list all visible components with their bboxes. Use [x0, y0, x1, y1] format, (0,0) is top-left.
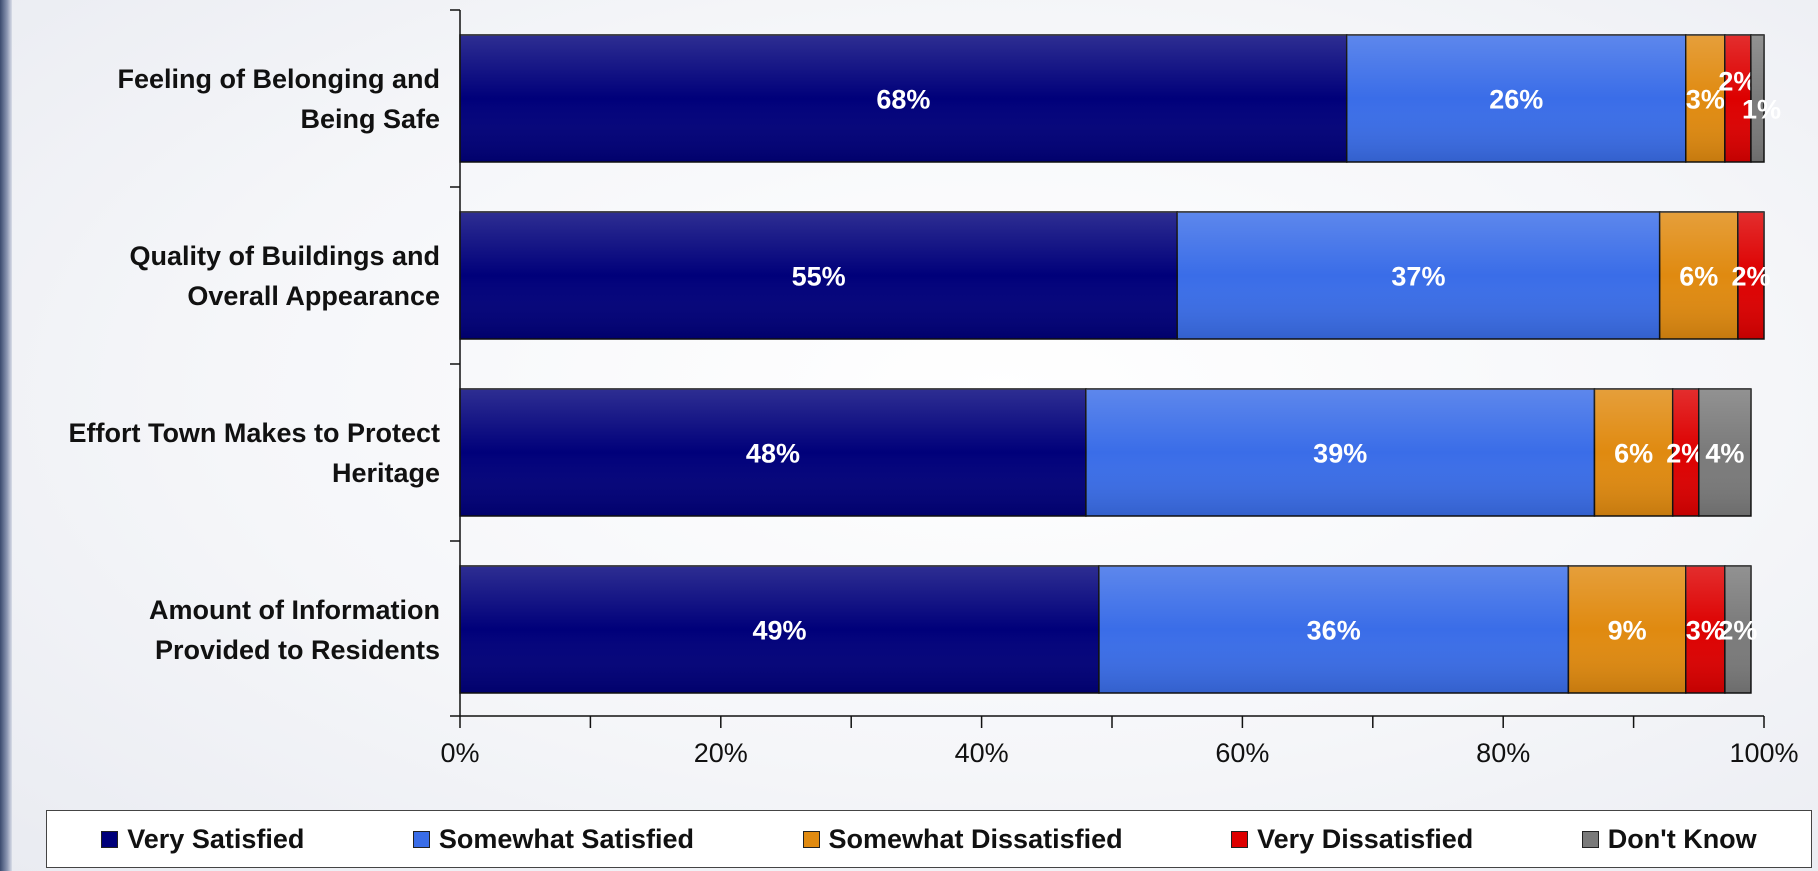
data-label: 2% [1731, 262, 1770, 292]
data-label: 39% [1313, 439, 1367, 469]
data-label: 55% [792, 262, 846, 292]
data-label: 3% [1686, 616, 1725, 646]
data-label: 48% [746, 439, 800, 469]
data-label: 37% [1391, 262, 1445, 292]
background-accent-strip [0, 0, 12, 871]
legend-swatch [1581, 830, 1599, 848]
data-label: 26% [1489, 85, 1543, 115]
x-tick-label: 20% [694, 738, 748, 768]
category-label-line: Feeling of Belonging and [117, 63, 440, 94]
x-tick-label: 0% [440, 738, 479, 768]
bars-layer: 68% 26% 3%2%1%55% 37% 6% 2%48% 39% 6% 2% 4%49% 36%… [459, 34, 1781, 694]
legend-item-dont-know: Don't Know [1581, 823, 1757, 855]
data-label: 4% [1705, 439, 1744, 469]
legend-label: Don't Know [1607, 823, 1757, 854]
category-label-line: Provided to Residents [154, 634, 440, 665]
category-label: Feeling of Belonging and Being Safe [0, 59, 440, 139]
data-label: 1% [1742, 95, 1781, 125]
category-label-line: Heritage [331, 457, 440, 488]
legend: Very Satisfied Somewhat Satisfied Somewh… [46, 810, 1812, 868]
legend-swatch [412, 830, 430, 848]
category-label-line: Overall Appearance [187, 280, 440, 311]
legend-swatch [101, 830, 119, 848]
legend-label: Somewhat Satisfied [438, 823, 694, 854]
x-tick-label: 40% [955, 738, 1009, 768]
category-label-line: Being Safe [300, 103, 440, 134]
legend-item-somewhat-satisfied: Somewhat Satisfied [412, 823, 694, 855]
x-tick-label: 80% [1476, 738, 1530, 768]
data-label: 68% [876, 85, 930, 115]
data-label: 2% [1718, 616, 1757, 646]
data-label: 6% [1614, 439, 1653, 469]
legend-label: Somewhat Dissatisfied [828, 823, 1123, 854]
data-label: 36% [1307, 616, 1361, 646]
data-label: 6% [1679, 262, 1718, 292]
category-label-line: Amount of Information [149, 594, 440, 625]
x-axis: 0% 20% 40% 60% 80% 100% [440, 9, 1799, 768]
category-label-line: Quality of Buildings and [129, 240, 441, 271]
legend-item-very-satisfied: Very Satisfied [101, 824, 304, 855]
data-label: 49% [752, 616, 806, 646]
category-label: Quality of Buildings and Overall Appearan… [0, 236, 441, 316]
x-tick-label: 100% [1729, 738, 1798, 768]
legend-swatch [1231, 830, 1249, 848]
x-tick-label: 60% [1215, 738, 1269, 768]
category-label: Effort Town Makes to Protect Heritage [0, 413, 440, 493]
category-label: Amount of Information Provided to Residen… [0, 590, 440, 670]
legend-item-very-dissatisfied: Very Dissatisfied [1231, 824, 1473, 855]
legend-label: Very Satisfied [127, 823, 305, 854]
legend-item-somewhat-dissatisfied: Somewhat Dissatisfied [802, 823, 1123, 855]
legend-label: Very Dissatisfied [1257, 823, 1474, 854]
legend-swatch [802, 830, 820, 848]
data-label: 9% [1608, 616, 1647, 646]
category-label-line: Effort Town Makes to Protect [68, 417, 440, 448]
data-label: 3% [1686, 85, 1725, 115]
